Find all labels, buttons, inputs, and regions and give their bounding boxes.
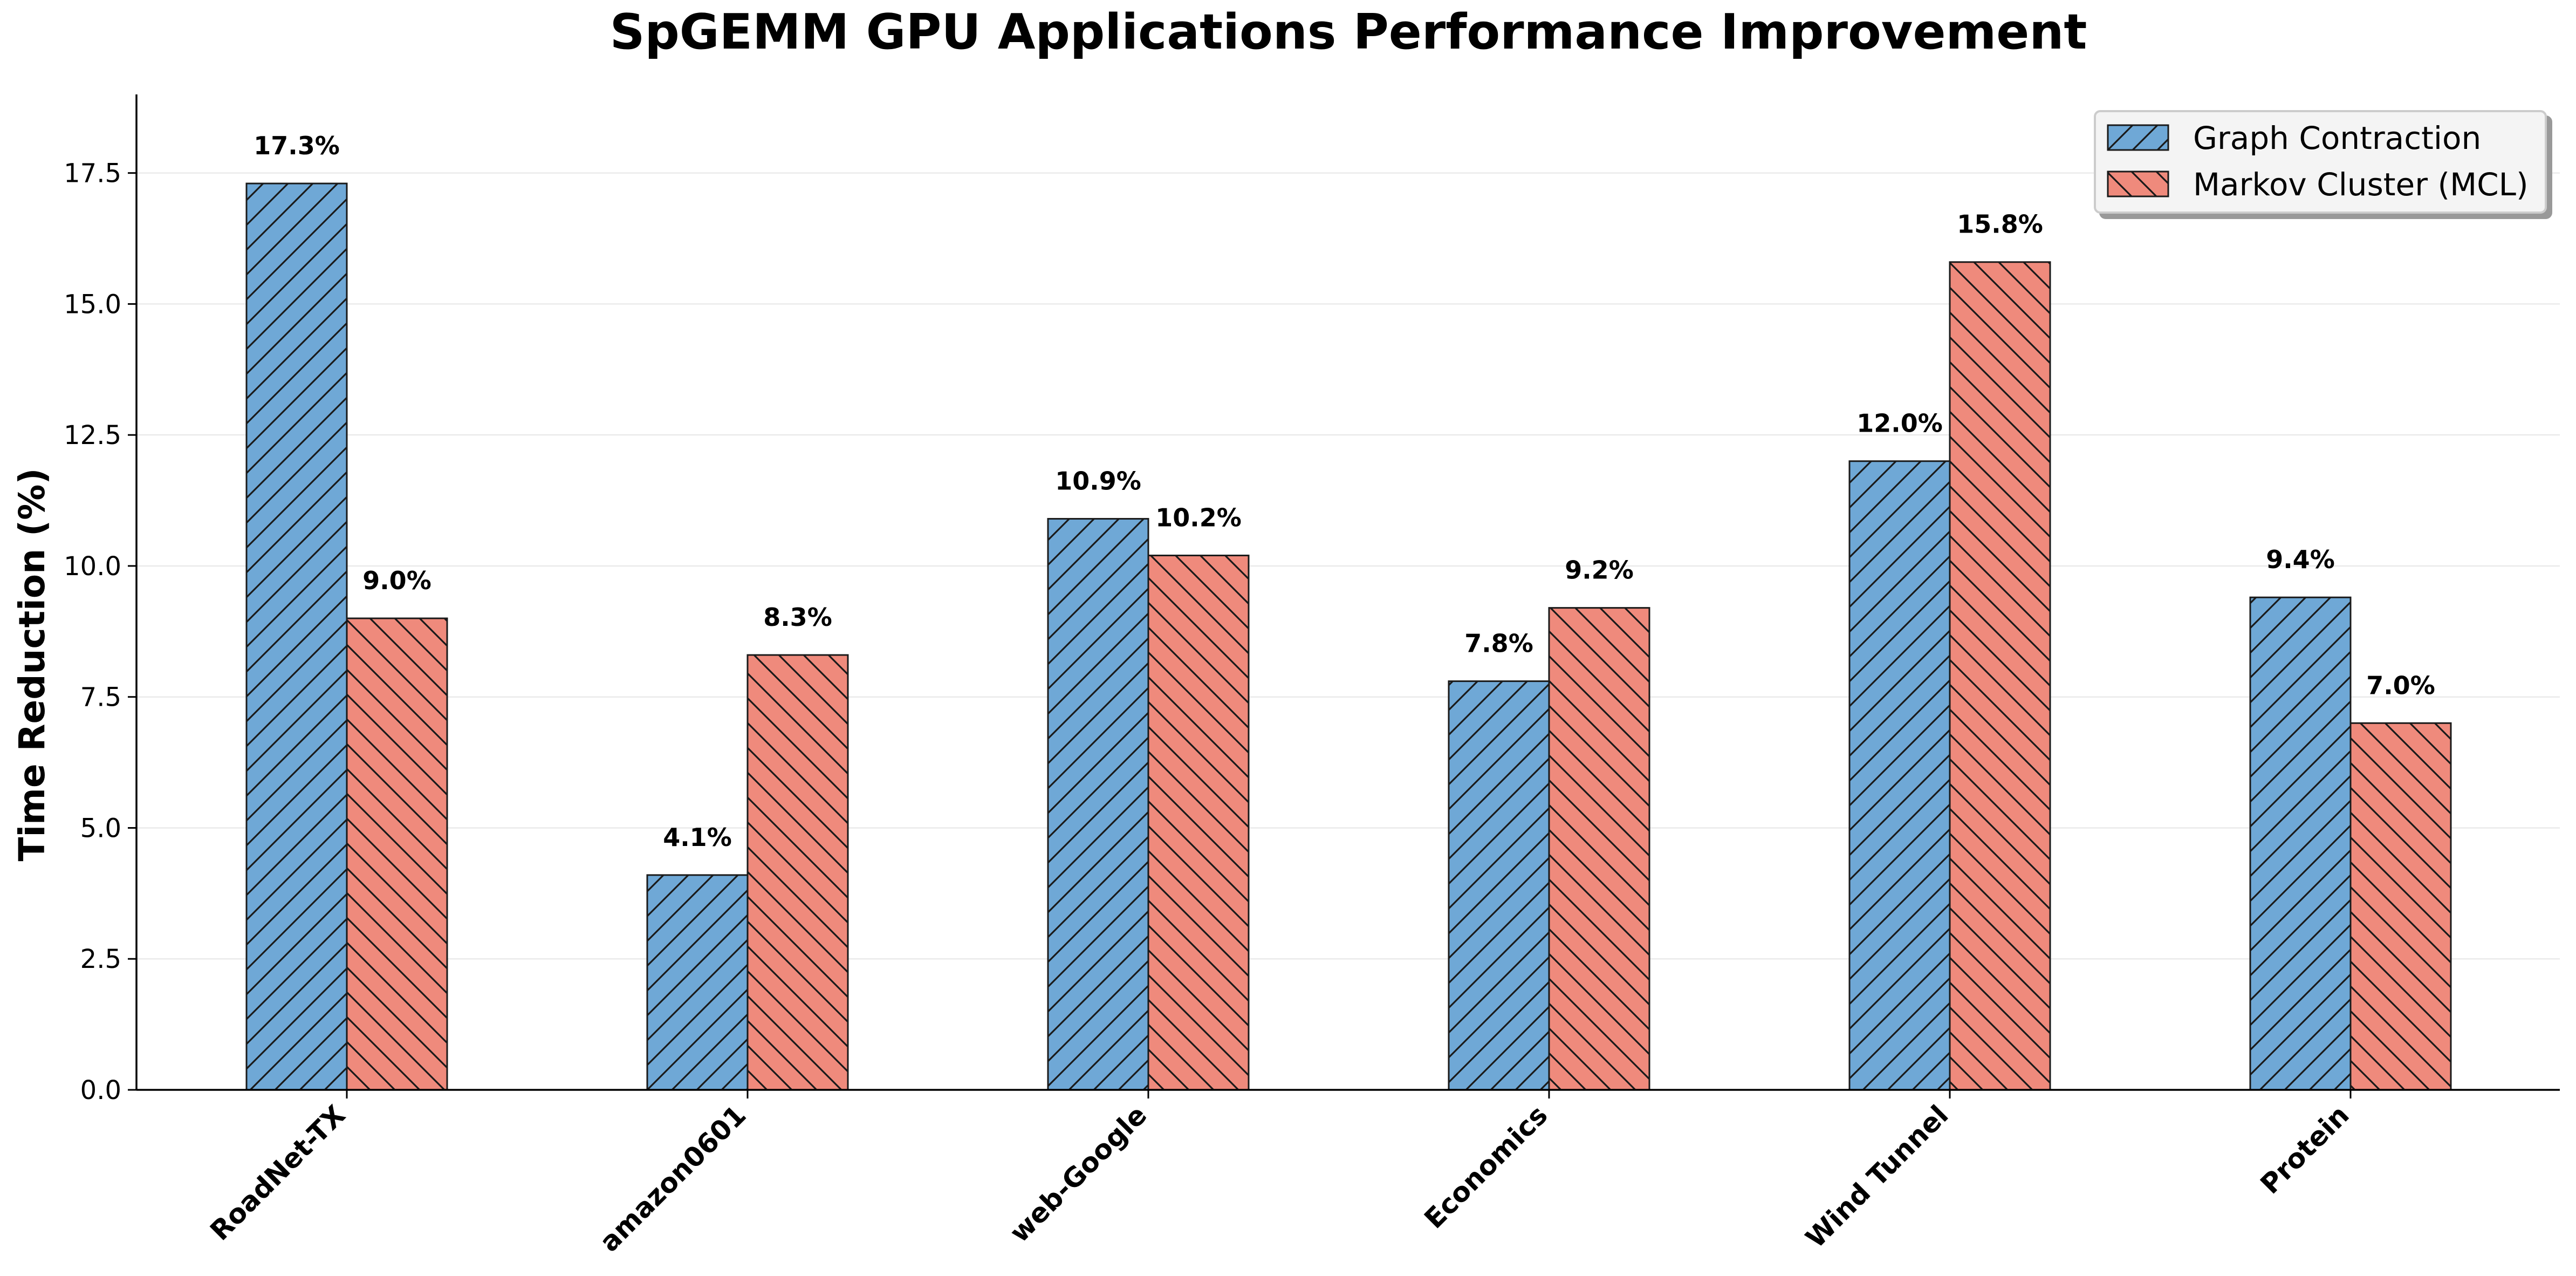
bar-graph-contraction-economics	[1448, 680, 1550, 1091]
y-tick-label: 2.5	[80, 944, 121, 974]
legend-swatch-graph-contraction	[2107, 124, 2169, 151]
bar-markov-cluster-mcl-web-google	[1147, 555, 1250, 1091]
data-label-markov-cluster-mcl-amazon0601: 8.3%	[763, 603, 832, 632]
data-label-graph-contraction-web-google: 10.9%	[1055, 467, 1141, 496]
y-tick-label: 0.0	[80, 1075, 121, 1106]
bar-markov-cluster-mcl-roadnet-tx	[346, 617, 448, 1091]
legend-swatch-markov-cluster	[2107, 170, 2169, 197]
bar-graph-contraction-web-google	[1047, 518, 1149, 1091]
y-tick-label: 5.0	[80, 813, 121, 843]
bar-markov-cluster-mcl-economics	[1548, 607, 1650, 1091]
chart-title: SpGEMM GPU Applications Performance Impr…	[610, 4, 2087, 60]
data-labels: 17.3% 9.0% 4.1% 8.3% 10.9% 10.2% 7.8% 9.2% 12.0%…	[254, 131, 2435, 852]
legend-box	[2094, 110, 2547, 214]
y-tick-label: 12.5	[64, 420, 121, 451]
data-label-markov-cluster-mcl-economics: 9.2%	[1565, 556, 1634, 585]
data-label-graph-contraction-economics: 7.8%	[1464, 629, 1533, 658]
bars	[245, 182, 2452, 1091]
data-label-graph-contraction-protein: 9.4%	[2266, 545, 2335, 574]
bar-graph-contraction-protein	[2249, 596, 2352, 1091]
bar-markov-cluster-mcl-amazon0601	[746, 654, 849, 1091]
y-tick-label: 15.0	[64, 289, 121, 319]
y-tick-label: 17.5	[64, 159, 121, 189]
x-tick-label-economics: Economics	[1419, 1099, 1554, 1234]
axes	[135, 94, 2560, 1091]
data-label-graph-contraction-roadnet-tx: 17.3%	[254, 131, 340, 160]
bar-graph-contraction-amazon0601	[646, 874, 749, 1091]
x-tick-label-amazon0601: amazon0601	[593, 1099, 752, 1258]
legend-label-graph-contraction: Graph Contraction	[2193, 120, 2481, 156]
data-label-graph-contraction-amazon0601: 4.1%	[663, 823, 732, 852]
x-tick-label-protein: Protein	[2255, 1099, 2355, 1200]
legend: Graph Contraction Markov Cluster (MCL)	[2094, 110, 2547, 214]
data-label-markov-cluster-mcl-protein: 7.0%	[2366, 671, 2435, 700]
bar-markov-cluster-mcl-wind-tunnel	[1949, 261, 2051, 1091]
x-tick-label-web-google: web-Google	[1004, 1099, 1153, 1248]
y-axis-label: Time Reduction (%)	[11, 468, 53, 861]
data-label-markov-cluster-mcl-roadnet-tx: 9.0%	[362, 566, 431, 595]
bar-graph-contraction-wind-tunnel	[1848, 460, 1951, 1091]
y-tick-label: 10.0	[64, 551, 121, 582]
y-ticks: 0.0 2.5 5.0 7.5 10.0 12.5 15.0 17.5	[64, 159, 136, 1106]
bar-markov-cluster-mcl-protein	[2349, 722, 2452, 1091]
bar-graph-contraction-roadnet-tx	[245, 182, 348, 1091]
data-label-graph-contraction-wind-tunnel: 12.0%	[1856, 409, 1943, 438]
gridlines	[136, 172, 2560, 960]
legend-label-markov-cluster: Markov Cluster (MCL)	[2193, 166, 2529, 203]
data-label-markov-cluster-mcl-wind-tunnel: 15.8%	[1957, 210, 2043, 239]
x-tick-label-roadnet-tx: RoadNet-TX	[204, 1099, 351, 1246]
x-ticks: RoadNet-TX amazon0601 web-Google Economics W…	[204, 1090, 2355, 1258]
x-tick-label-wind-tunnel: Wind Tunnel	[1800, 1099, 1955, 1254]
data-label-markov-cluster-mcl-web-google: 10.2%	[1155, 503, 1242, 533]
y-tick-label: 7.5	[80, 683, 121, 713]
